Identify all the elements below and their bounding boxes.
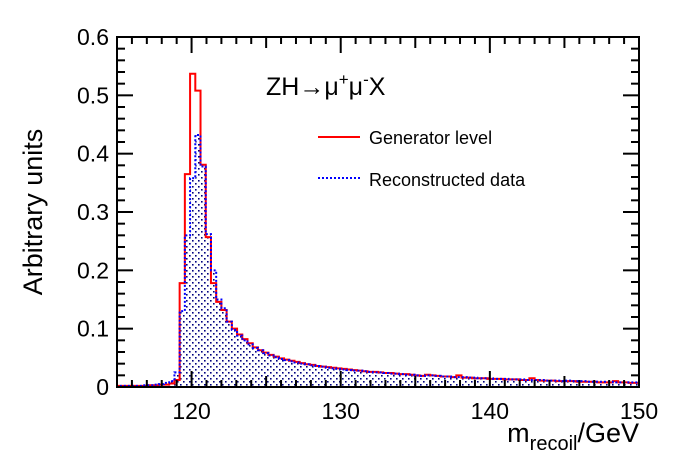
y-axis-title: Arbitrary units (18, 129, 48, 296)
reconstructed-data-line (116, 134, 640, 387)
x-axis-title: mrecoil/GeV (507, 418, 639, 455)
annotation-part: μ (324, 73, 338, 101)
plot-area (116, 72, 640, 387)
y-tick-label: 0.3 (77, 199, 109, 225)
x-tick-label: 140 (471, 398, 509, 424)
annotation-text: ZH→μ+μ-X (266, 70, 386, 101)
process-annotation: ZH→μ+μ-X (266, 70, 386, 101)
x-tick-label: 120 (172, 398, 210, 424)
annotation-part: μ (349, 73, 363, 101)
axes: 120 130 140 150 0 0.1 0.2 0.3 0.4 0.5 0.6 (77, 24, 658, 424)
y-tick-label: 0.5 (77, 82, 109, 108)
legend: Generator level Reconstructed data (318, 128, 526, 190)
annotation-part: - (363, 70, 369, 89)
y-tick-label: 0.6 (77, 24, 109, 50)
annotation-part: X (369, 73, 386, 101)
annotation-part: → (299, 73, 324, 101)
annotation-part: ZH (266, 73, 299, 101)
y-tick-label: 0 (96, 374, 109, 400)
axis-labels: Arbitrary units mrecoil/GeV (18, 129, 639, 455)
annotation-part: + (339, 70, 349, 89)
y-tick-label: 0.4 (77, 141, 109, 167)
x-axis-title-main: m (507, 418, 530, 448)
y-tick-label: 0.1 (77, 316, 109, 342)
x-tick-label: 150 (620, 398, 658, 424)
y-tick-label: 0.2 (77, 257, 109, 283)
legend-label-generator: Generator level (369, 128, 492, 148)
generator-level-line (116, 72, 640, 387)
x-tick-label: 130 (322, 398, 360, 424)
x-axis-title-sub: recoil (530, 433, 578, 455)
x-axis-title-suffix: /GeV (577, 418, 639, 448)
legend-label-reconstructed: Reconstructed data (369, 170, 526, 190)
